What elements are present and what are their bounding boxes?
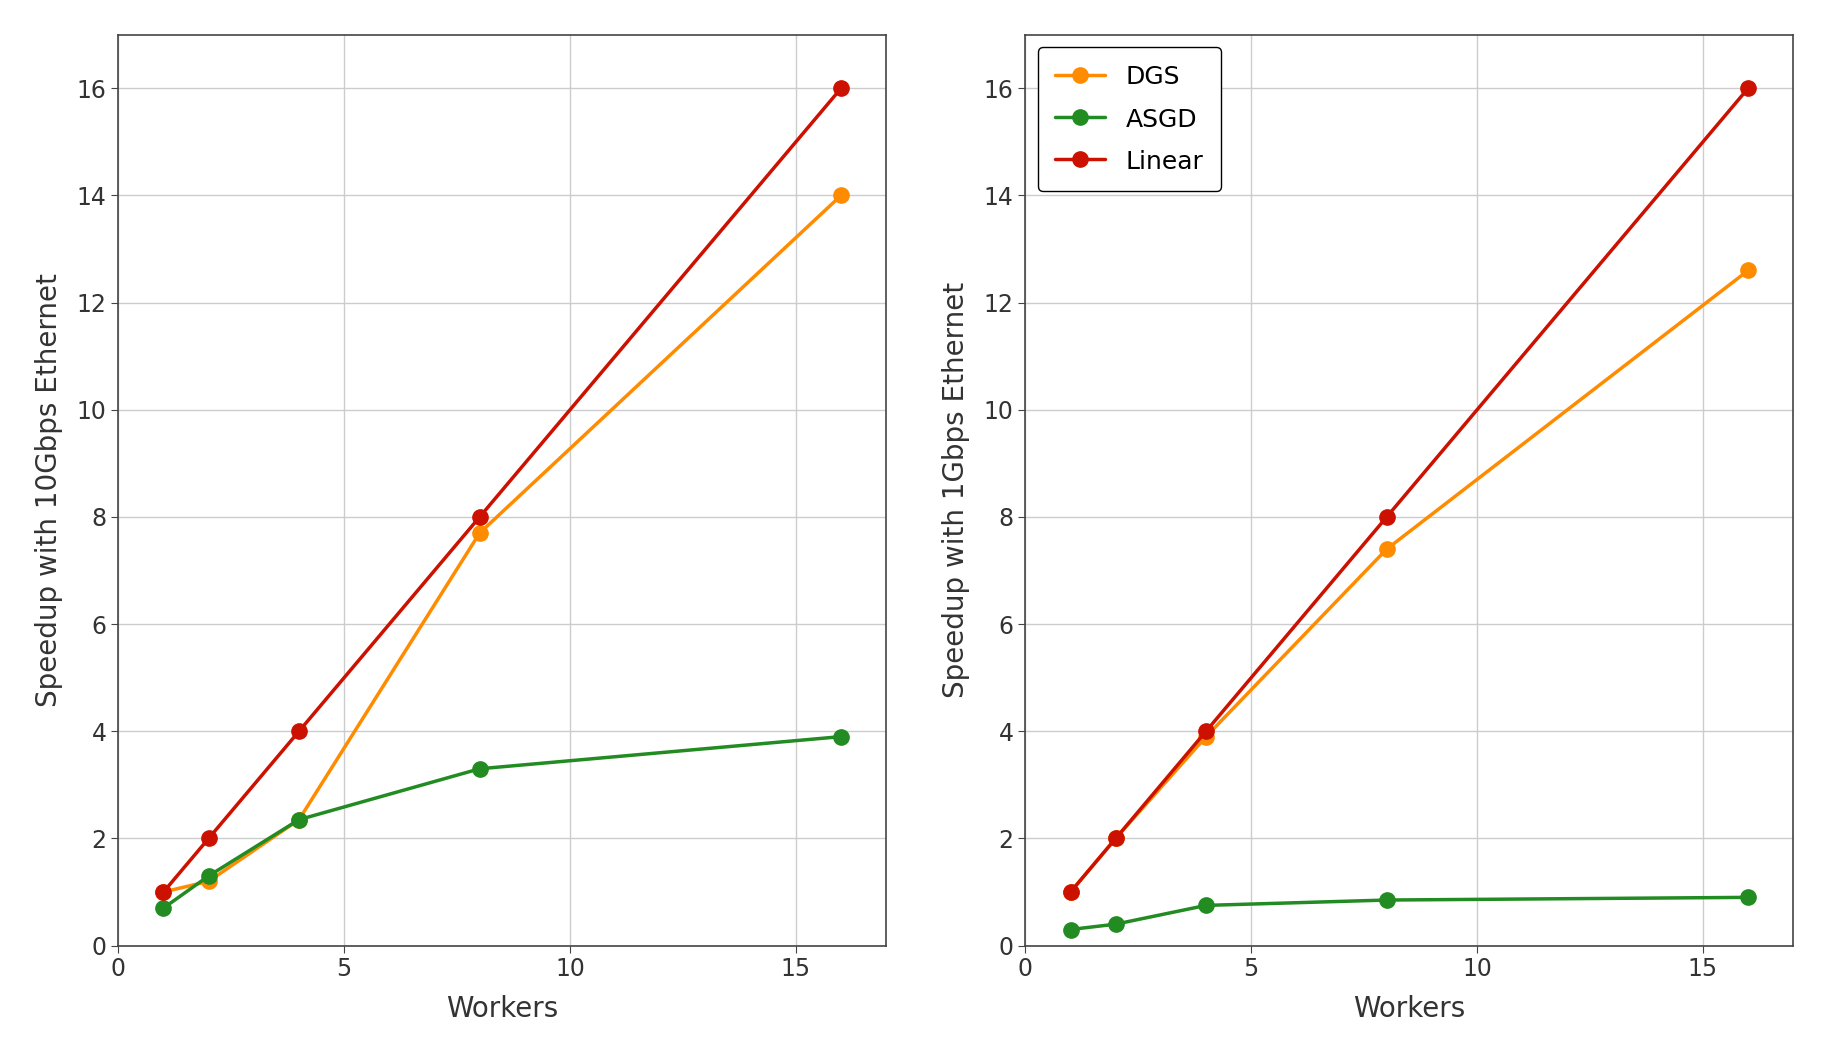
X-axis label: Workers: Workers bbox=[446, 996, 558, 1023]
Linear bbox=[289, 725, 311, 737]
DGS bbox=[1737, 264, 1759, 277]
Linear bbox=[830, 81, 852, 94]
ASGD bbox=[152, 901, 174, 914]
Line: ASGD: ASGD bbox=[1062, 890, 1755, 937]
Linear bbox=[468, 511, 490, 524]
DGS bbox=[830, 189, 852, 202]
Line: ASGD: ASGD bbox=[155, 729, 848, 916]
X-axis label: Workers: Workers bbox=[1353, 996, 1466, 1023]
ASGD bbox=[1104, 917, 1126, 930]
Line: Linear: Linear bbox=[1062, 80, 1755, 899]
ASGD bbox=[1376, 894, 1398, 907]
ASGD bbox=[468, 763, 490, 776]
Legend: DGS, ASGD, Linear: DGS, ASGD, Linear bbox=[1038, 48, 1221, 191]
Linear bbox=[197, 832, 219, 844]
Linear bbox=[1737, 81, 1759, 94]
ASGD bbox=[197, 870, 219, 882]
ASGD bbox=[1737, 891, 1759, 904]
ASGD bbox=[830, 730, 852, 743]
Y-axis label: Speedup with 1Gbps Ethernet: Speedup with 1Gbps Ethernet bbox=[941, 282, 971, 698]
ASGD bbox=[1060, 924, 1082, 936]
Line: DGS: DGS bbox=[155, 188, 848, 899]
Line: Linear: Linear bbox=[155, 80, 848, 899]
DGS bbox=[1060, 886, 1082, 898]
Linear bbox=[1060, 886, 1082, 898]
DGS bbox=[468, 527, 490, 540]
Linear bbox=[152, 886, 174, 898]
DGS bbox=[1104, 832, 1126, 844]
Y-axis label: Speedup with 10Gbps Ethernet: Speedup with 10Gbps Ethernet bbox=[35, 273, 62, 707]
DGS bbox=[1376, 543, 1398, 555]
Linear bbox=[1376, 511, 1398, 524]
DGS bbox=[197, 875, 219, 888]
Line: DGS: DGS bbox=[1062, 262, 1755, 899]
Linear bbox=[1104, 832, 1126, 844]
DGS bbox=[1196, 730, 1217, 743]
DGS bbox=[152, 886, 174, 898]
Linear bbox=[1196, 725, 1217, 737]
ASGD bbox=[289, 814, 311, 826]
ASGD bbox=[1196, 899, 1217, 912]
DGS bbox=[289, 814, 311, 826]
